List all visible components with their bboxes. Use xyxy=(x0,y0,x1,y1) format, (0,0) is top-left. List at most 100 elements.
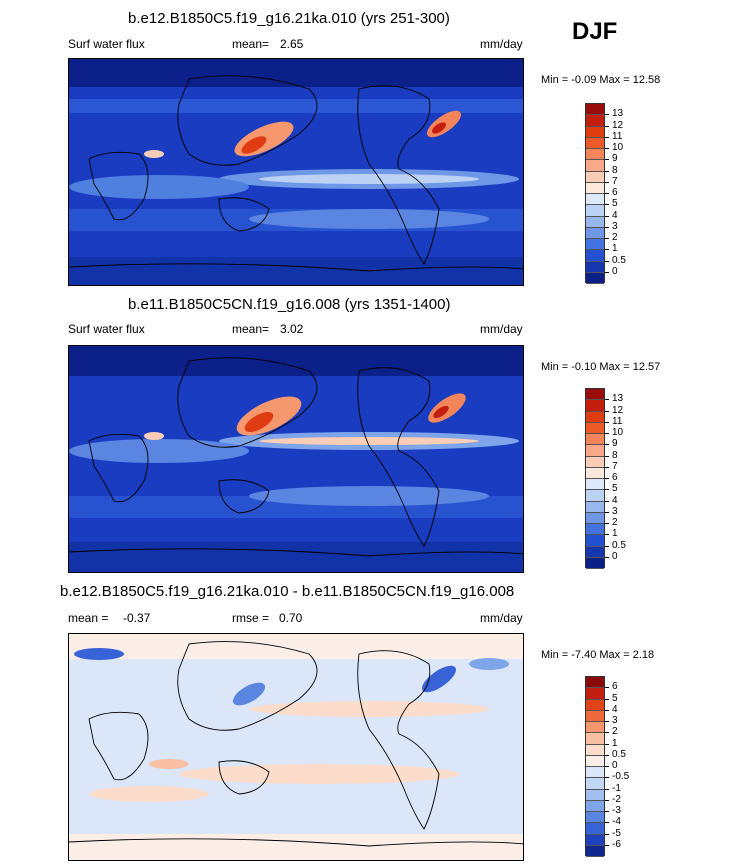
panel2-units: mm/day xyxy=(480,322,523,336)
panel1-mean-value: 2.65 xyxy=(280,37,304,51)
panel2-colorbar-tick-mark xyxy=(605,556,609,558)
panel2-colorbar-tick-label: 12 xyxy=(612,404,624,416)
panel2-minmax: Min = -0.10 Max = 12.57 xyxy=(541,361,661,373)
panel3-colorbar-swatch xyxy=(586,823,604,835)
panel2-colorbar-swatch xyxy=(586,467,604,479)
panel3-colorbar-bar xyxy=(585,676,605,857)
panel3-colorbar-tick-label: 0 xyxy=(612,760,618,771)
panel2-colorbar-swatch xyxy=(586,445,604,457)
panel3-colorbar-tick-mark xyxy=(605,687,609,689)
panel1-colorbar-tick-mark xyxy=(605,193,609,194)
panel1-mean-label: mean= xyxy=(232,37,270,51)
panel2-colorbar-tick-label: 11 xyxy=(612,415,623,427)
panel2-mean-label: mean= xyxy=(232,322,270,336)
panel2-colorbar-tick-mark xyxy=(605,489,609,491)
panel1-units: mm/day xyxy=(480,37,523,51)
panel3-minmax: Min = -7.40 Max = 2.18 xyxy=(541,649,655,661)
panel3-colorbar-tick-label: 5 xyxy=(612,692,618,704)
panel1-colorbar-tick-mark xyxy=(605,181,609,183)
panel1-colorbar-tick-label: 6 xyxy=(612,187,618,198)
panel3-colorbar-tick-label: 0.5 xyxy=(612,748,626,760)
panel1-colorbar-swatch xyxy=(586,216,604,228)
panel3-colorbar-swatch xyxy=(586,699,604,711)
panel2-colorbar-tick-mark xyxy=(605,500,609,502)
panel3-colorbar-tick-mark xyxy=(605,788,609,790)
panel1-colorbar-swatch xyxy=(586,137,604,149)
panel1-colorbar-bar xyxy=(585,103,605,284)
panel3-colorbar-tick-mark xyxy=(605,799,609,801)
panel2-colorbar-tick-mark xyxy=(605,455,609,457)
panel3-colorbar-swatch xyxy=(586,812,604,824)
panel1-map-field xyxy=(69,59,523,285)
panel1-colorbar-swatch xyxy=(586,272,604,284)
panel3-colorbar-tick-mark xyxy=(605,709,609,711)
panel3-colorbar-tick-label: 1 xyxy=(612,737,618,749)
panel3-colorbar-tick-mark xyxy=(605,721,609,722)
panel3-colorbar-tick-mark xyxy=(605,811,609,812)
panel3-colorbar-tick-mark xyxy=(605,743,609,745)
panel1-colorbar-tick-mark xyxy=(605,215,609,217)
panel2-colorbar-swatch xyxy=(586,512,604,524)
panel3-map-field xyxy=(69,634,523,860)
panel1-colorbar-tick-label: 12 xyxy=(612,119,624,131)
panel3-units: mm/day xyxy=(480,611,523,625)
panel2-colorbar-tick-mark xyxy=(605,421,609,423)
panel1-colorbar-tick-label: 8 xyxy=(612,164,618,176)
panel2-colorbar-tick-label: 5 xyxy=(612,483,618,495)
panel3-colorbar-swatch xyxy=(586,755,604,767)
panel1-map xyxy=(68,58,524,286)
panel3-colorbar-swatch xyxy=(586,778,604,790)
panel1-colorbar-tick-label: 3 xyxy=(612,220,618,232)
panel3-title: b.e12.B1850C5.f19_g16.21ka.010 - b.e11.B… xyxy=(60,583,515,600)
panel2-colorbar-tick-label: 0 xyxy=(612,550,618,562)
panel1-colorbar-tick-label: 2 xyxy=(612,232,618,243)
panel3-colorbar-tick-mark xyxy=(605,766,609,767)
panel1-colorbar-tick-label: 0.5 xyxy=(612,254,626,266)
panel1-colorbar-swatch xyxy=(586,115,604,127)
panel2-colorbar-swatch xyxy=(586,479,604,491)
panel1-colorbar-tick-mark xyxy=(605,226,609,228)
panel1-title: b.e12.B1850C5.f19_g16.21ka.010 (yrs 251-… xyxy=(128,10,450,27)
panel3-mean-label: mean = xyxy=(68,611,109,625)
panel3-colorbar-tick-mark xyxy=(605,833,609,835)
panel1-colorbar-tick-mark xyxy=(605,125,609,127)
panel3-colorbar-tick-mark xyxy=(605,844,609,846)
panel1-colorbar-swatch xyxy=(586,182,604,194)
panel2-colorbar-tick-label: 10 xyxy=(612,427,624,438)
panel3-colorbar-tick-mark xyxy=(605,698,609,700)
panel3-colorbar-swatch xyxy=(586,834,604,846)
panel1-colorbar-tick-label: 5 xyxy=(612,198,618,210)
panel3-colorbar-tick-label: -2 xyxy=(612,793,621,805)
panel1-colorbar-swatch xyxy=(586,205,604,217)
panel3-colorbar-tick-label: -0.5 xyxy=(612,771,630,783)
panel3-rmse-value: 0.70 xyxy=(279,611,303,625)
panel1-colorbar-tick-label: 0 xyxy=(612,265,618,277)
panel3-colorbar-tick-label: -5 xyxy=(612,827,621,839)
panel2-colorbar-tick-mark xyxy=(605,433,609,434)
panel2-colorbar-tick-label: 2 xyxy=(612,517,618,528)
panel1-colorbar-swatch xyxy=(586,227,604,239)
panel2-colorbar-swatch xyxy=(586,490,604,502)
panel3-colorbar-tick-mark xyxy=(605,754,609,756)
panel2-colorbar-swatch xyxy=(586,524,604,536)
panel1-colorbar-swatch xyxy=(586,171,604,183)
panel2-colorbar-tick-mark xyxy=(605,478,609,479)
panel3-colorbar-tick-mark xyxy=(605,822,609,824)
panel1-colorbar-swatch xyxy=(586,149,604,161)
panel1-colorbar-tick-label: 10 xyxy=(612,142,624,153)
panel2-mean-value: 3.02 xyxy=(280,322,304,336)
panel2-colorbar-swatch xyxy=(586,422,604,434)
panel2-title: b.e11.B1850C5CN.f19_g16.008 (yrs 1351-14… xyxy=(128,296,451,313)
panel1-colorbar-tick-label: 4 xyxy=(612,209,618,221)
panel2-colorbar-tick-mark xyxy=(605,534,609,536)
panel2-colorbar: 13 12 11 10 9 8 7 6 5 4 3 2 1 0.5 0 xyxy=(585,388,645,569)
panel1-colorbar-tick-label: 1 xyxy=(612,243,618,255)
panel2-colorbar-swatch xyxy=(586,434,604,446)
panel2-colorbar-swatch xyxy=(586,546,604,558)
panel2-colorbar-swatch xyxy=(586,389,604,401)
panel1-colorbar-swatch xyxy=(586,104,604,116)
panel1-colorbar-swatch xyxy=(586,160,604,172)
panel1-colorbar-tick-mark xyxy=(605,159,609,161)
panel2-colorbar-tick-label: 8 xyxy=(612,449,618,461)
panel2-colorbar-tick-mark xyxy=(605,444,609,446)
